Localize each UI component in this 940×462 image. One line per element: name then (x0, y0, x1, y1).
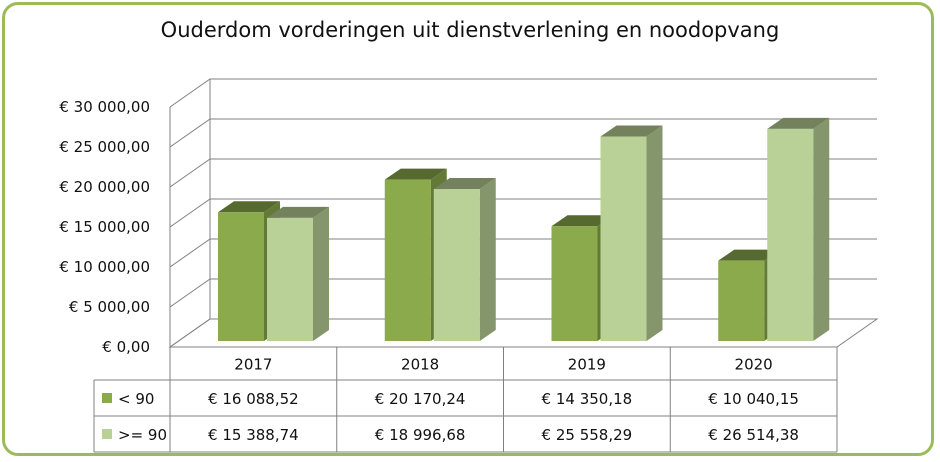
bar (384, 179, 431, 341)
bar (551, 226, 598, 341)
data-label: € 14 350,18 (542, 390, 633, 408)
x-tick-label: 2020 (735, 356, 773, 374)
bar (267, 217, 313, 341)
bar (433, 189, 480, 341)
data-label: € 18 996,68 (375, 426, 466, 444)
data-label: € 10 040,15 (708, 390, 799, 408)
bar-top (218, 201, 280, 213)
data-label: € 26 514,38 (708, 426, 799, 444)
bar-side (813, 117, 830, 342)
bar-top (767, 117, 830, 129)
data-label: € 20 170,24 (375, 390, 466, 408)
legend-label: < 90 (118, 390, 154, 408)
legend-key (102, 429, 112, 439)
y-tick-label: € 10 000,00 (59, 258, 150, 276)
data-label: € 16 088,52 (208, 390, 299, 408)
bar-top (551, 215, 614, 227)
y-tick-label: € 20 000,00 (59, 178, 150, 196)
bar (218, 212, 264, 341)
bar-top (267, 206, 329, 218)
bar (718, 260, 765, 341)
gridline (169, 78, 877, 108)
bar-side (313, 206, 329, 341)
x-tick-label: 2018 (401, 356, 439, 374)
data-label: € 15 388,74 (208, 426, 299, 444)
legend-key (102, 393, 112, 403)
bar-top (384, 168, 447, 180)
bar-top (718, 249, 781, 261)
bar (600, 136, 647, 341)
y-tick-label: € 25 000,00 (59, 138, 150, 156)
bar-side (646, 125, 663, 341)
y-tick-label: € 0,00 (102, 338, 150, 356)
y-tick-label: € 15 000,00 (59, 218, 150, 236)
y-tick-label: € 5 000,00 (69, 298, 150, 316)
x-tick-label: 2017 (234, 356, 272, 374)
bar-top (600, 125, 663, 137)
bar-side (479, 178, 496, 341)
legend-label: >= 90 (118, 426, 167, 444)
y-tick-label: € 30 000,00 (59, 98, 150, 116)
bar-top (433, 178, 496, 190)
bar (767, 128, 814, 341)
data-label: € 25 558,29 (542, 426, 633, 444)
x-tick-label: 2019 (568, 356, 606, 374)
chart-title: Ouderdom vorderingen uit dienstverlening… (160, 18, 780, 42)
